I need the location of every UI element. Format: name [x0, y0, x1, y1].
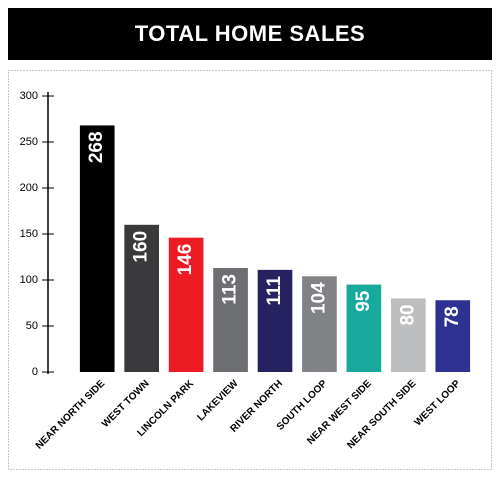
value-label: 104	[308, 282, 329, 314]
value-label: 80	[397, 304, 418, 325]
bar	[391, 298, 426, 372]
value-label: 78	[442, 306, 463, 327]
y-tick-label: 150	[20, 228, 38, 240]
y-tick-label: 200	[20, 182, 38, 194]
bar	[79, 125, 115, 372]
bar	[435, 300, 471, 372]
x-tick-label: NEAR NORTH SIDE	[34, 378, 108, 452]
value-label: 113	[220, 274, 241, 305]
chart-title: TOTAL HOME SALES	[135, 21, 365, 46]
bar	[168, 237, 204, 372]
value-label: 95	[353, 290, 374, 312]
value-label: 160	[131, 231, 152, 263]
y-tick-label: 0	[32, 366, 38, 378]
y-tick-label: 100	[20, 274, 38, 286]
value-label: 268	[86, 131, 107, 163]
y-tick-label: 50	[26, 320, 38, 332]
bar	[213, 268, 248, 372]
bar	[124, 224, 159, 372]
bar	[302, 276, 337, 372]
x-tick-label: WEST LOOP	[413, 378, 463, 428]
y-tick-label: 300	[20, 90, 38, 102]
bar	[257, 269, 293, 372]
y-tick-label: 250	[20, 136, 38, 148]
value-label: 111	[264, 275, 285, 305]
title-bar	[8, 8, 492, 60]
x-tick-label: LAKEVIEW	[195, 378, 240, 423]
value-label: 146	[175, 244, 196, 276]
bar	[346, 284, 382, 372]
